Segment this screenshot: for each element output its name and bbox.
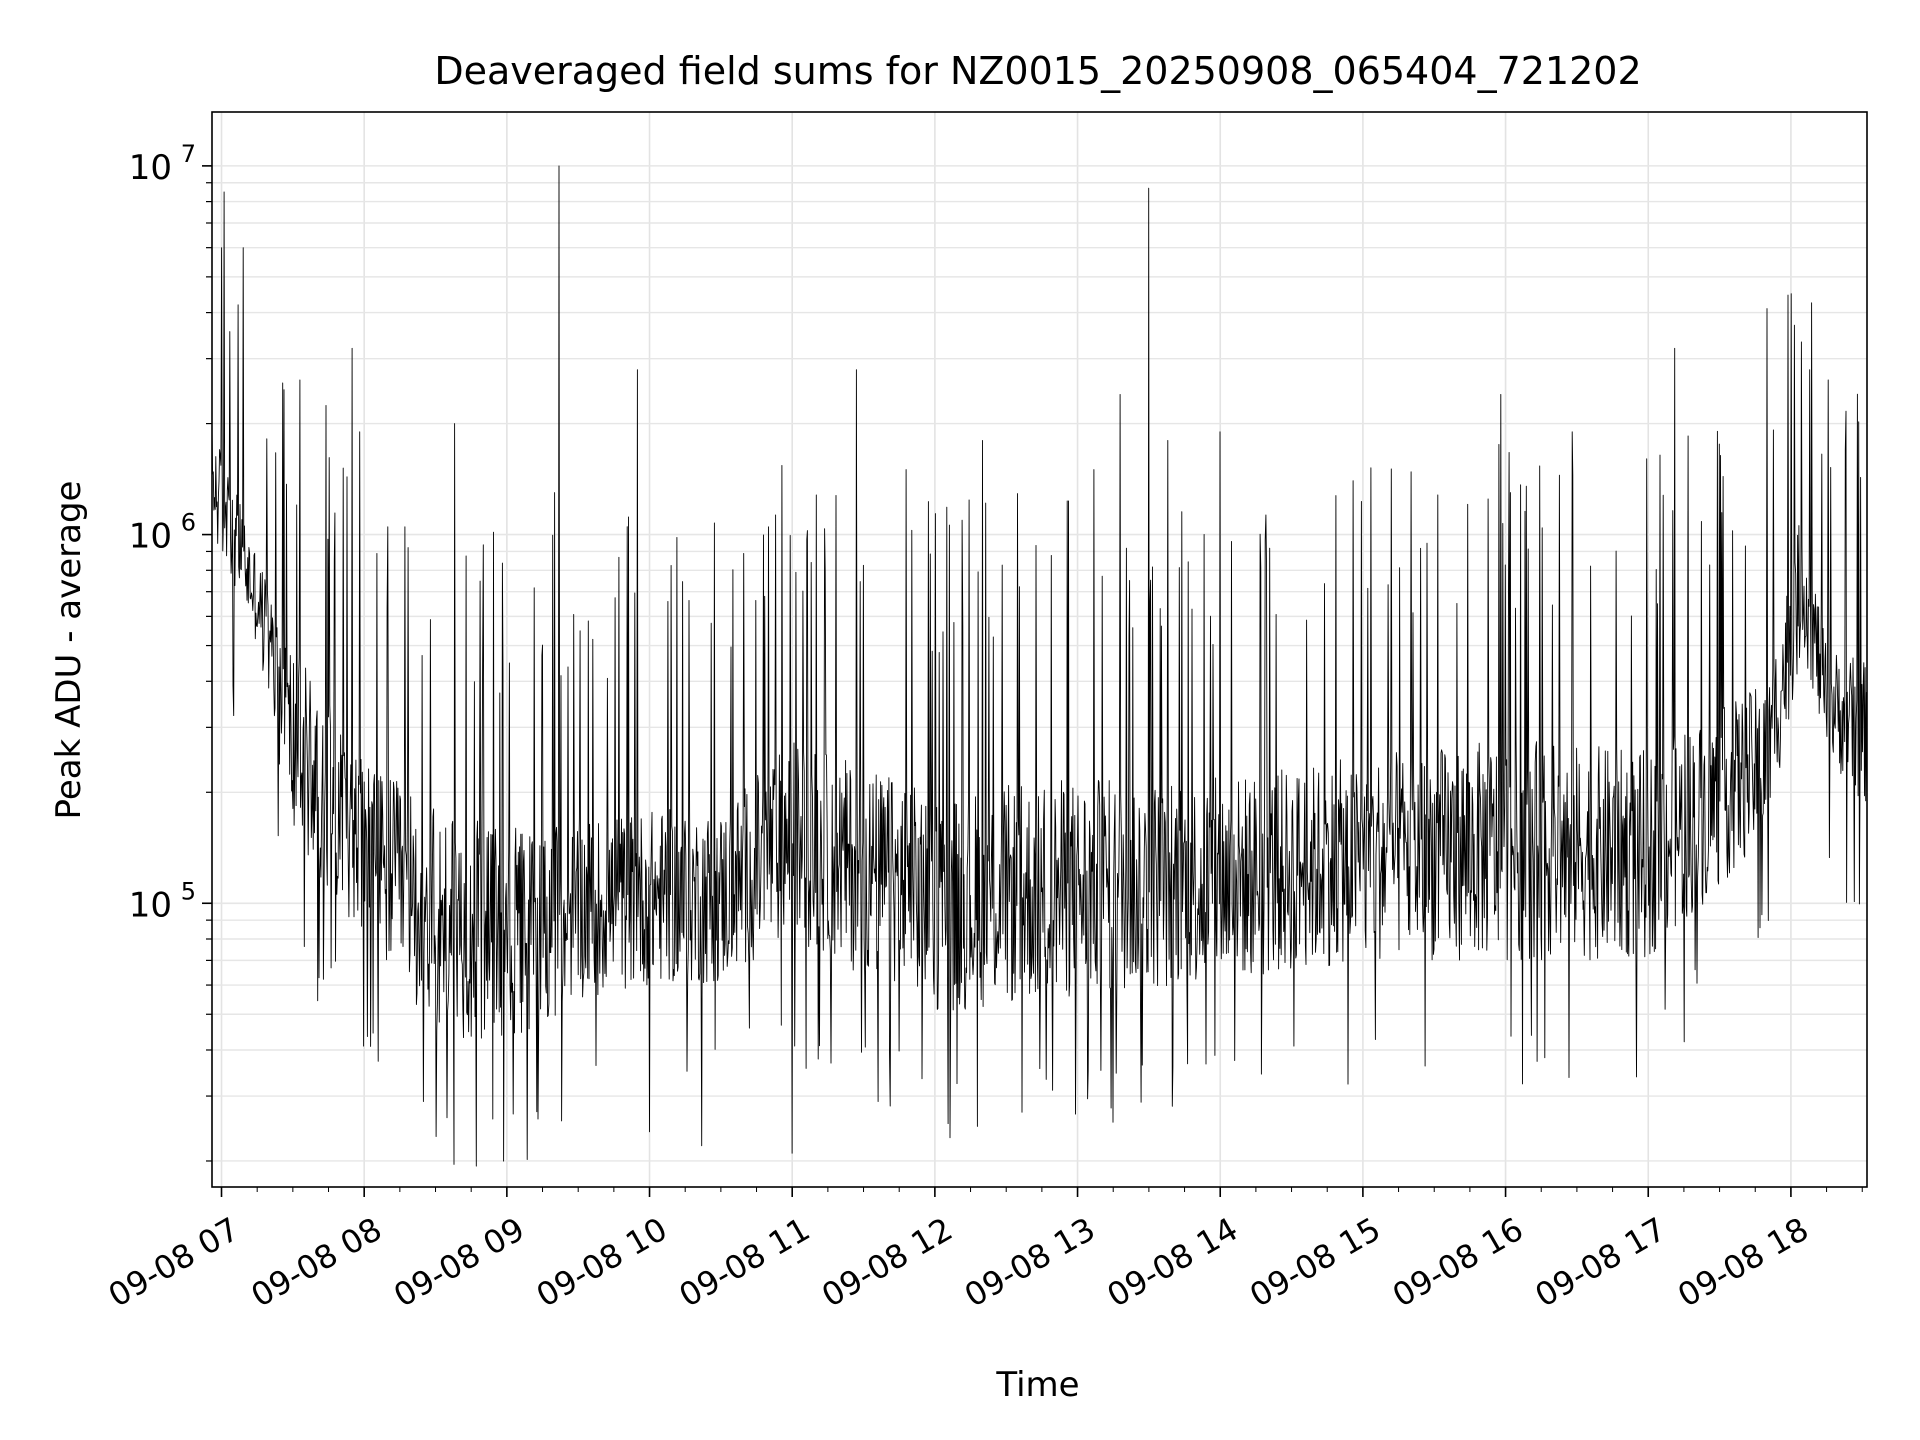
x-axis-label: Time [995,1365,1079,1405]
y-tick-label-exponent: 6 [181,509,196,537]
y-tick-label-exponent: 7 [181,140,196,168]
y-tick-label: 10 [129,148,172,188]
y-tick-label: 10 [129,517,172,557]
chart-title: Deaveraged field sums for NZ0015_2025090… [434,49,1641,93]
y-axis-label: Peak ADU - average [49,481,89,820]
y-tick-label: 10 [129,885,172,925]
plot-area [212,165,1867,1167]
series-line [212,165,1867,1167]
plot-frame [211,111,1868,1188]
y-axis: 10 5 10 6 10 7 [129,140,212,1162]
y-tick-label-exponent: 5 [181,877,196,905]
